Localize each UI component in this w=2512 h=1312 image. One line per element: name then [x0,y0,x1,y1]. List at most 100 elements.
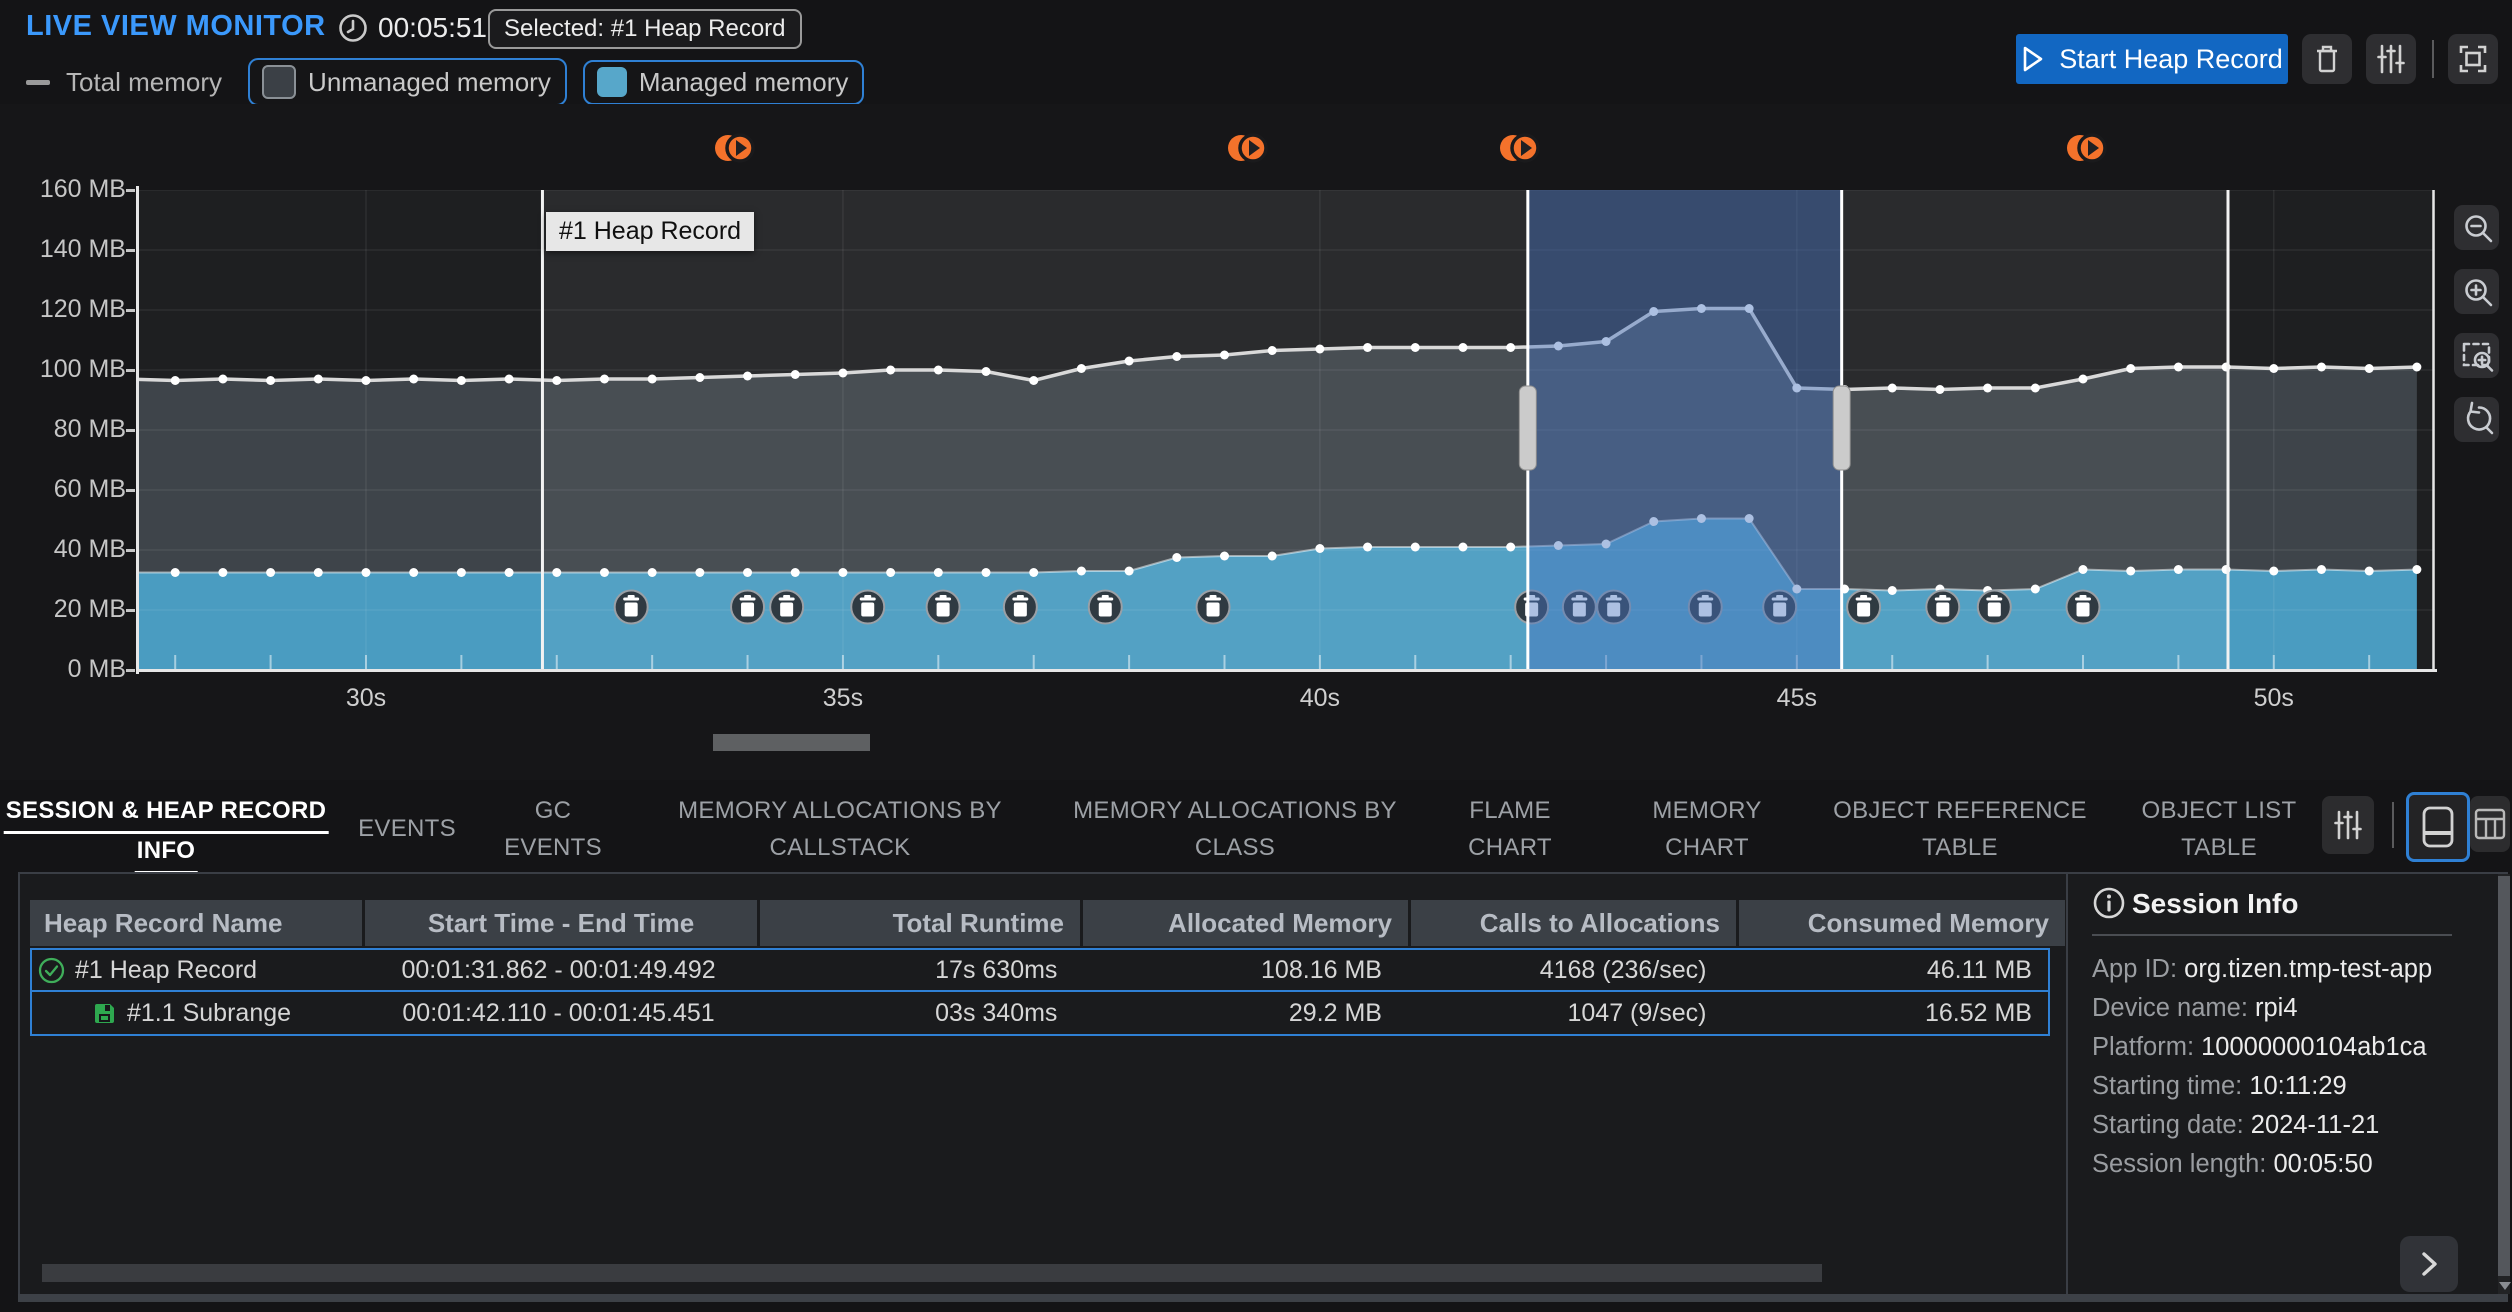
table-cell: 00:01:42.110 - 00:01:45.451 [363,992,754,1034]
session-info-title: Session Info [2132,888,2298,920]
delete-gc-segment-button[interactable] [927,591,960,624]
floppy-icon [92,1001,117,1026]
delete-gc-segment-button[interactable] [770,591,803,624]
panel-bottom-border [18,1294,2508,1302]
subrange-drag-handle[interactable] [1833,386,1850,470]
tab-label-line: GC [533,794,574,831]
session-info-field: App ID: org.tizen.tmp-test-app [2092,950,2432,989]
delete-gc-segment-button[interactable] [2067,591,2100,624]
y-axis-tick-label: 140 MB [14,235,126,264]
layout-split-button[interactable] [2406,792,2470,862]
memory-chart: 0 MB20 MB40 MB60 MB80 MB100 MB120 MB140 … [0,104,2512,780]
column-header: Heap Record Name [30,900,362,946]
tab-session-heap-record-info[interactable]: SESSION & HEAP RECORDINFO [4,794,329,874]
session-info-field: Session length: 00:05:50 [2092,1145,2432,1184]
field-label: Platform: [2092,1033,2201,1061]
table-cell: 17s 630ms [754,950,1074,990]
fullscreen-button[interactable] [2448,34,2498,84]
delete-gc-segment-button[interactable] [1197,591,1230,624]
clock-icon [338,13,368,43]
zoom-reset-icon [2457,400,2497,440]
tab-memory-chart[interactable]: MEMORYCHART [1650,794,1763,868]
chart-settings-button[interactable] [2366,34,2416,84]
info-icon [2092,886,2126,920]
start-heap-record-button[interactable]: Start Heap Record [2016,34,2288,84]
toolbar-divider [2432,40,2434,78]
session-vertical-scrollbar[interactable] [2498,874,2510,1294]
session-info-fields: App ID: org.tizen.tmp-test-appDevice nam… [2092,950,2432,1184]
y-axis-tick [126,669,135,672]
session-info-field: Starting date: 2024-11-21 [2092,1106,2432,1145]
gc-event-marker[interactable] [1497,128,1541,168]
tab-label-line: OBJECT LIST [2140,794,2299,831]
y-axis-tick [126,429,135,432]
table-row[interactable]: #1.1 Subrange00:01:42.110 - 00:01:45.451… [30,992,2050,1036]
y-axis-line [136,186,139,674]
vertical-scrollbar-thumb[interactable] [2498,876,2510,1276]
delete-gc-segment-button[interactable] [1978,591,2011,624]
field-value: 10:11:29 [2249,1072,2346,1100]
delete-gc-segment-button[interactable] [615,591,648,624]
column-header: Start Time - End Time [365,900,757,946]
zoom-in-button[interactable] [2454,269,2499,314]
check-circle-icon [38,957,65,984]
delete-gc-segment-button[interactable] [1089,591,1122,624]
field-value: 2024-11-21 [2251,1111,2380,1139]
zoom-reset-button[interactable] [2454,397,2499,442]
tab-label-line: EVENTS [502,831,604,868]
legend-toggle-unmanaged[interactable]: Unmanaged memory [248,58,567,106]
delete-gc-segment-button[interactable] [1847,591,1880,624]
chevron-right-icon [2416,1249,2442,1279]
legend-total-label: Total memory [66,67,222,98]
zoom-selection-button[interactable] [2454,333,2499,378]
legend-toggle-managed[interactable]: Managed memory [583,60,865,105]
table-cell: 46.11 MB [1722,950,2048,990]
tab-label-line: SESSION & HEAP RECORD [4,794,329,834]
scrollbar-down-arrow[interactable] [2499,1282,2511,1290]
delete-gc-segment-button[interactable] [731,591,764,624]
y-axis-tick [126,489,135,492]
tab-memory-allocations-by-class[interactable]: MEMORY ALLOCATIONS BYCLASS [1071,794,1399,868]
subrange-selection [1528,190,1842,670]
tab-events[interactable]: EVENTS [356,812,458,849]
play-icon [2021,46,2045,72]
delete-gc-segment-button[interactable] [1004,591,1037,624]
live-view-monitor-app: LIVE VIEW MONITOR 00:05:51 Selected: #1 … [0,0,2512,1312]
chart-horizontal-scrollbar[interactable] [713,734,870,751]
tab-object-list-table[interactable]: OBJECT LISTTABLE [2140,794,2299,868]
y-axis-tick [126,609,135,612]
tab-label-line: MEMORY ALLOCATIONS BY [1071,794,1399,831]
table-cell: 29.2 MB [1073,992,1398,1034]
gc-marker-icon [1497,128,1541,168]
gc-event-marker[interactable] [712,128,756,168]
gc-marker-icon [1225,128,1269,168]
subrange-drag-handle[interactable] [1519,386,1536,470]
chart-legend: Total memory Unmanaged memory Managed me… [26,58,864,106]
x-axis-tick-label: 40s [1300,684,1340,713]
gc-event-marker[interactable] [1225,128,1269,168]
table-row[interactable]: #1 Heap Record00:01:31.862 - 00:01:49.49… [30,948,2050,992]
session-info-field: Starting time: 10:11:29 [2092,1067,2432,1106]
tab-object-reference-table[interactable]: OBJECT REFERENCETABLE [1831,794,2089,868]
y-axis-tick [126,309,135,312]
tab-memory-allocations-by-callstack[interactable]: MEMORY ALLOCATIONS BYCALLSTACK [676,794,1004,868]
table-settings-button[interactable] [2322,796,2374,854]
unmanaged-swatch [262,65,296,99]
chart-canvas[interactable] [138,190,2435,670]
gc-event-marker[interactable] [2064,128,2108,168]
zoom-out-button[interactable] [2454,205,2499,250]
tab-label-line: OBJECT REFERENCE [1831,794,2089,831]
layout-grid-button[interactable] [2470,796,2510,852]
delete-gc-segment-button[interactable] [1926,591,1959,624]
column-header: Consumed Memory [1739,900,2065,946]
expand-panel-button[interactable] [2400,1236,2458,1292]
tab-label-line: TABLE [2179,831,2259,868]
table-horizontal-scrollbar[interactable] [42,1264,1822,1282]
session-info-divider [2092,934,2452,936]
delete-button[interactable] [2302,34,2352,84]
start-heap-record-label: Start Heap Record [2059,44,2283,75]
tab-gc-events[interactable]: GCEVENTS [502,794,604,868]
delete-gc-segment-button[interactable] [851,591,884,624]
tab-flame-chart[interactable]: FLAMECHART [1466,794,1554,868]
zoom-out-icon [2457,208,2497,248]
